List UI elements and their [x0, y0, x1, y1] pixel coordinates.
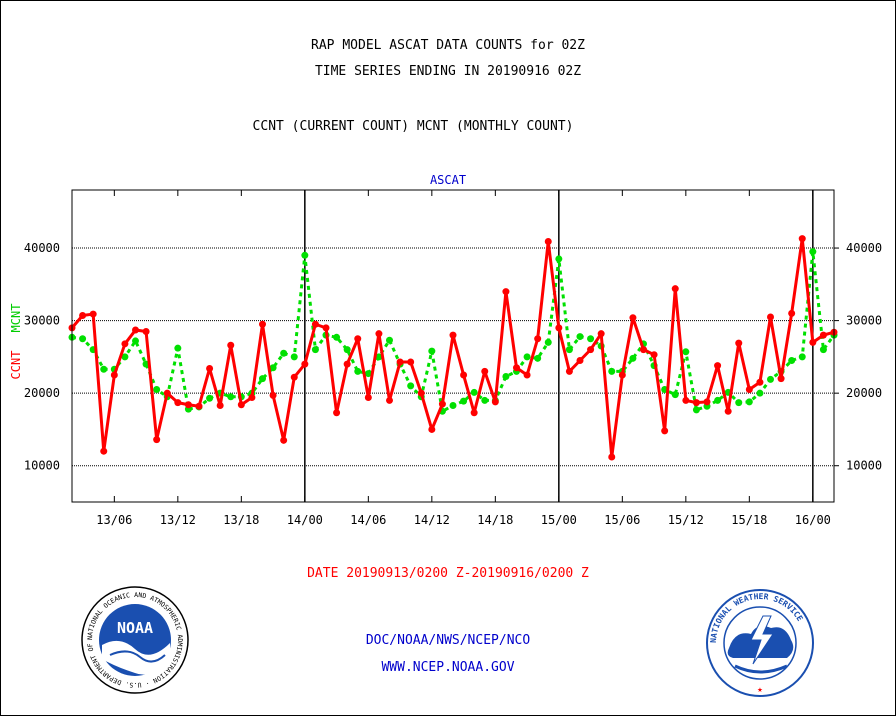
website-link[interactable]: WWW.NCEP.NOAA.GOV — [381, 660, 515, 675]
date-range-label: DATE 20190913/0200 Z-20190916/0200 Z — [307, 566, 589, 581]
org-label: DOC/NOAA/NWS/NCEP/NCO — [365, 633, 531, 648]
page-title-line1: RAP MODEL ASCAT DATA COUNTS for 02Z — [311, 38, 585, 53]
nws-logo: NATIONAL WEATHER SERVICE ★ — [706, 589, 814, 697]
series-subtitle: CCNT (CURRENT COUNT) MCNT (MONTHLY COUNT… — [252, 119, 574, 134]
noaa-logo-text: NOAA — [117, 619, 153, 637]
page-title-line2: TIME SERIES ENDING IN 20190916 02Z — [314, 64, 582, 79]
noaa-logo: NOAA NATIONAL OCEANIC AND ATMOSPHERIC AD… — [80, 585, 189, 694]
star-icon: ★ — [757, 685, 763, 695]
